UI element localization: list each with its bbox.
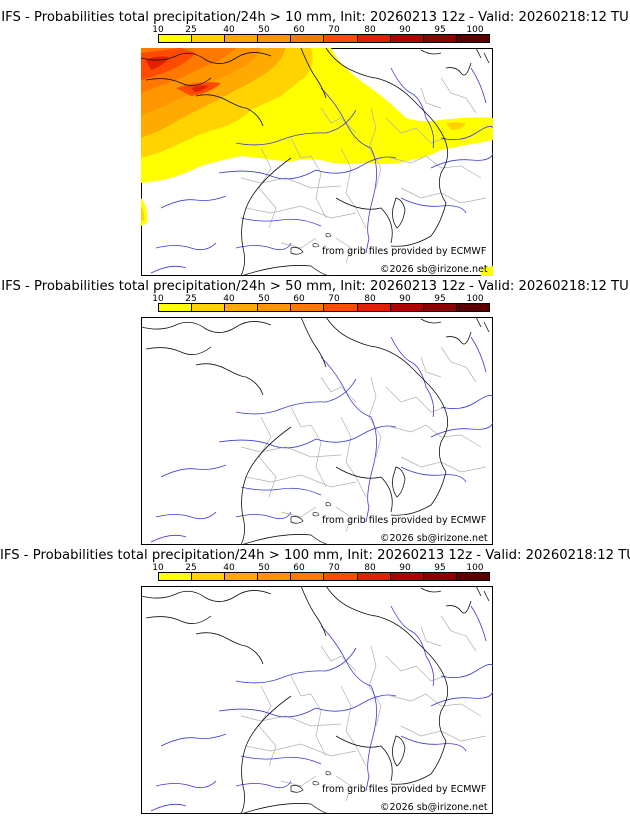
colorbar-label: 50 bbox=[258, 25, 270, 35]
colorbar-segment bbox=[357, 573, 391, 580]
colorbar-segment bbox=[159, 573, 193, 580]
colorbar-label: 100 bbox=[466, 563, 484, 573]
colorbar-label: 95 bbox=[434, 25, 446, 35]
colorbar-segment bbox=[390, 304, 424, 311]
colorbar-segment bbox=[423, 35, 457, 42]
colorbar-segment bbox=[225, 304, 259, 311]
map-panel-10mm: IFS - Probabilities total precipitation/… bbox=[0, 10, 630, 286]
precip-map: from grib files provided by ECMWF ©2026 … bbox=[141, 48, 493, 276]
precip-map: from grib files provided by ECMWF ©2026 … bbox=[141, 317, 493, 545]
panel-title: IFS - Probabilities total precipitation/… bbox=[1, 279, 629, 294]
colorbar-segment bbox=[258, 304, 292, 311]
colorbar-segment bbox=[159, 304, 193, 311]
colorbar-segment bbox=[258, 35, 292, 42]
colorbar-label: 25 bbox=[185, 563, 197, 573]
colorbar-label: 10 bbox=[152, 25, 164, 35]
map-frame bbox=[141, 317, 493, 545]
colorbar-segment bbox=[324, 304, 358, 311]
colorbar-labels: 10 25 40 50 60 70 80 90 95 100 bbox=[150, 563, 495, 573]
colorbar-label: 80 bbox=[364, 25, 376, 35]
colorbar-segment bbox=[456, 304, 489, 311]
colorbar-segment bbox=[456, 573, 489, 580]
colorbar-label: 10 bbox=[152, 294, 164, 304]
precip-field bbox=[141, 48, 493, 276]
colorbar-label: 100 bbox=[466, 294, 484, 304]
colorbar-label: 80 bbox=[364, 563, 376, 573]
colorbar-label: 40 bbox=[223, 25, 235, 35]
colorbar-segment bbox=[225, 573, 259, 580]
colorbar-label: 60 bbox=[293, 563, 305, 573]
colorbar-segment bbox=[192, 304, 226, 311]
colorbar-label: 70 bbox=[328, 563, 340, 573]
colorbar-segment bbox=[423, 304, 457, 311]
colorbar bbox=[158, 572, 490, 581]
colorbar-label: 95 bbox=[434, 563, 446, 573]
credit-source: from grib files provided by ECMWF bbox=[322, 246, 486, 257]
credit-copyright: ©2026 sb@irizone.net bbox=[380, 533, 488, 544]
colorbar-label: 80 bbox=[364, 294, 376, 304]
colorbar-segment bbox=[423, 573, 457, 580]
colorbar-labels: 10 25 40 50 60 70 80 90 95 100 bbox=[150, 294, 495, 304]
colorbar-label: 95 bbox=[434, 294, 446, 304]
colorbar-label: 90 bbox=[399, 563, 411, 573]
colorbar-segment bbox=[324, 35, 358, 42]
colorbar-label: 70 bbox=[328, 294, 340, 304]
map-panel-50mm: IFS - Probabilities total precipitation/… bbox=[0, 279, 630, 555]
colorbar-label: 25 bbox=[185, 294, 197, 304]
credit-source: from grib files provided by ECMWF bbox=[322, 784, 486, 795]
colorbar bbox=[158, 303, 490, 312]
colorbar-segment bbox=[390, 573, 424, 580]
map-panel-100mm: IFS - Probabilities total precipitation/… bbox=[0, 548, 630, 824]
colorbar-label: 90 bbox=[399, 294, 411, 304]
credit-copyright: ©2026 sb@irizone.net bbox=[380, 802, 488, 813]
colorbar-labels: 10 25 40 50 60 70 80 90 95 100 bbox=[150, 25, 495, 35]
colorbar-label: 10 bbox=[152, 563, 164, 573]
colorbar-label: 60 bbox=[293, 25, 305, 35]
colorbar-segment bbox=[291, 573, 325, 580]
colorbar-segment bbox=[291, 35, 325, 42]
colorbar-segment bbox=[291, 304, 325, 311]
colorbar-segment bbox=[192, 573, 226, 580]
panel-title: IFS - Probabilities total precipitation/… bbox=[0, 548, 630, 563]
colorbar-segment bbox=[159, 35, 193, 42]
map-frame bbox=[141, 586, 493, 814]
colorbar-label: 40 bbox=[223, 294, 235, 304]
colorbar-label: 40 bbox=[223, 563, 235, 573]
colorbar-label: 100 bbox=[466, 25, 484, 35]
credit-source: from grib files provided by ECMWF bbox=[322, 515, 486, 526]
colorbar-segment bbox=[324, 573, 358, 580]
colorbar-label: 25 bbox=[185, 25, 197, 35]
panel-title: IFS - Probabilities total precipitation/… bbox=[1, 10, 629, 25]
colorbar-label: 90 bbox=[399, 25, 411, 35]
colorbar-label: 70 bbox=[328, 25, 340, 35]
colorbar-segment bbox=[192, 35, 226, 42]
colorbar-label: 60 bbox=[293, 294, 305, 304]
colorbar bbox=[158, 34, 490, 43]
colorbar-segment bbox=[258, 573, 292, 580]
colorbar-segment bbox=[357, 35, 391, 42]
colorbar-segment bbox=[357, 304, 391, 311]
credit-copyright: ©2026 sb@irizone.net bbox=[380, 264, 488, 275]
colorbar-label: 50 bbox=[258, 563, 270, 573]
colorbar-label: 50 bbox=[258, 294, 270, 304]
precip-map: from grib files provided by ECMWF ©2026 … bbox=[141, 586, 493, 814]
colorbar-segment bbox=[225, 35, 259, 42]
colorbar-segment bbox=[456, 35, 489, 42]
colorbar-segment bbox=[390, 35, 424, 42]
